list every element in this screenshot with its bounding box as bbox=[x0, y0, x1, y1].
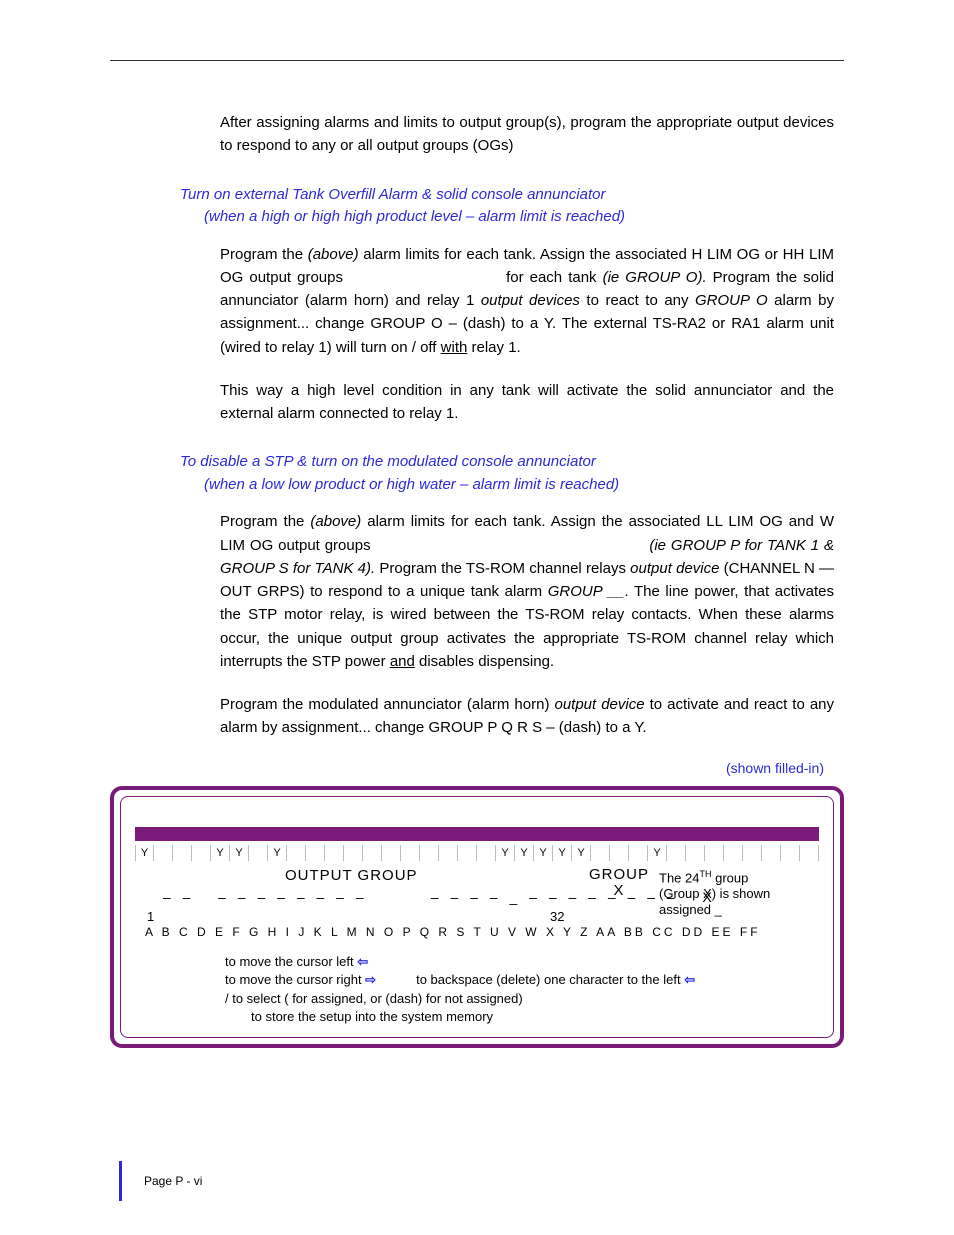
text-run: output devices bbox=[481, 292, 580, 309]
text-run: relay 1. bbox=[467, 339, 520, 356]
y-cell bbox=[743, 845, 762, 861]
y-cell bbox=[800, 845, 819, 861]
output-group-panel-inner: YYYYYYYYYY OUTPUT GROUP GROUP X The 24TH… bbox=[120, 796, 834, 1038]
text-run: Program the modulated annunciator (alarm… bbox=[220, 696, 554, 713]
text-run: for each tank bbox=[506, 269, 603, 286]
y-cell: Y bbox=[572, 845, 591, 861]
range-end: 32 bbox=[550, 909, 564, 924]
y-cell bbox=[610, 845, 629, 861]
text-run: Program the bbox=[220, 513, 310, 530]
section2-heading-line2: (when a low low product or high water – … bbox=[204, 474, 834, 497]
y-cell bbox=[724, 845, 743, 861]
y-cell: Y bbox=[230, 845, 249, 861]
panel-title-bar bbox=[135, 827, 819, 841]
y-cell bbox=[173, 845, 192, 861]
text-run: output device bbox=[554, 696, 644, 713]
section1-heading-line2: (when a high or high high product level … bbox=[204, 206, 834, 229]
y-cell bbox=[420, 845, 439, 861]
y-cell bbox=[344, 845, 363, 861]
text-run: group bbox=[711, 870, 748, 885]
y-cell bbox=[629, 845, 648, 861]
output-group-panel: YYYYYYYYYY OUTPUT GROUP GROUP X The 24TH… bbox=[110, 786, 844, 1048]
footer-accent-bar bbox=[110, 1161, 122, 1201]
text-run: assigned _ bbox=[659, 902, 722, 917]
y-cell: Y bbox=[268, 845, 287, 861]
section1-para2: This way a high level condition in any t… bbox=[220, 379, 834, 426]
arrow-left-icon: ⇦ bbox=[684, 972, 695, 987]
text-run: TH bbox=[699, 869, 711, 879]
text-run: output device bbox=[630, 560, 719, 577]
text-run: The 24 bbox=[659, 870, 699, 885]
help-line-4: to store the setup into the system memor… bbox=[225, 1008, 809, 1026]
text-run: (ie GROUP O). bbox=[603, 269, 707, 286]
y-cell bbox=[686, 845, 705, 861]
y-cell bbox=[325, 845, 344, 861]
text-run: (above) bbox=[310, 513, 361, 530]
help-line-3: / to select ( for assigned, or (dash) fo… bbox=[225, 990, 809, 1008]
intro-paragraph: After assigning alarms and limits to out… bbox=[220, 111, 834, 158]
text-run: with bbox=[441, 339, 468, 356]
text-run: to backspace (delete) one character to t… bbox=[416, 972, 684, 987]
y-cell bbox=[401, 845, 420, 861]
arrow-right-icon: ⇨ bbox=[365, 972, 376, 987]
section2-heading-line1: To disable a STP & turn on the modulated… bbox=[180, 453, 596, 470]
text-run: Program the TS-ROM channel relays bbox=[375, 560, 630, 577]
y-cell bbox=[705, 845, 724, 861]
panel-caption: (shown filled-in) bbox=[110, 760, 824, 776]
range-start: 1 bbox=[147, 909, 577, 924]
text-run: to move the cursor right bbox=[225, 972, 365, 987]
y-cell: Y bbox=[496, 845, 515, 861]
y-cell bbox=[458, 845, 477, 861]
help-line-2: to move the cursor right ⇨ to backspace … bbox=[225, 971, 809, 989]
section1-heading-line1: Turn on external Tank Overfill Alarm & s… bbox=[180, 186, 606, 203]
section2-para2: Program the modulated annunciator (alarm… bbox=[220, 693, 834, 740]
alpha-row: A B C D E F G H I J K L M N O P Q R S T … bbox=[145, 925, 761, 939]
text-run: and bbox=[390, 653, 415, 670]
text-run: to move the cursor left bbox=[225, 954, 357, 969]
y-cell: Y bbox=[211, 845, 230, 861]
text-run: GROUP bbox=[589, 866, 649, 883]
y-cell bbox=[477, 845, 496, 861]
y-cell bbox=[363, 845, 382, 861]
page-footer: Page P - vi bbox=[110, 1161, 202, 1201]
text-run: GROUP __ bbox=[548, 583, 625, 600]
y-cell: Y bbox=[553, 845, 572, 861]
output-group-label: OUTPUT GROUP bbox=[285, 867, 418, 884]
section1-heading: Turn on external Tank Overfill Alarm & s… bbox=[180, 184, 844, 229]
page-number: Page P - vi bbox=[144, 1174, 202, 1188]
y-cell bbox=[154, 845, 173, 861]
y-cell: Y bbox=[135, 845, 154, 861]
y-cell: Y bbox=[534, 845, 553, 861]
output-group-y-row: YYYYYYYYYY bbox=[135, 845, 819, 861]
y-cell bbox=[249, 845, 268, 861]
help-line-1: to move the cursor left ⇦ bbox=[225, 953, 809, 971]
y-cell bbox=[192, 845, 211, 861]
text-run: (above) bbox=[308, 246, 359, 263]
dash-assignment-row: – – – – – – – – – – – – – – _ – – – – – … bbox=[163, 889, 716, 905]
section2-para1: Program the (above) alarm limits for eac… bbox=[220, 510, 834, 673]
y-cell bbox=[287, 845, 306, 861]
text-run: to react to any bbox=[580, 292, 695, 309]
arrow-left-icon: ⇦ bbox=[357, 954, 368, 969]
y-cell bbox=[781, 845, 800, 861]
section1-para1: Program the (above) alarm limits for eac… bbox=[220, 243, 834, 359]
section2-heading: To disable a STP & turn on the modulated… bbox=[180, 451, 844, 496]
y-cell bbox=[439, 845, 458, 861]
help-block: to move the cursor left ⇦ to move the cu… bbox=[135, 953, 819, 1026]
y-cell bbox=[382, 845, 401, 861]
y-cell bbox=[591, 845, 610, 861]
text-run: GROUP O bbox=[695, 292, 768, 309]
y-cell: Y bbox=[515, 845, 534, 861]
y-cell bbox=[762, 845, 781, 861]
top-horizontal-rule bbox=[110, 60, 844, 61]
y-cell bbox=[667, 845, 686, 861]
y-cell: Y bbox=[648, 845, 667, 861]
y-cell bbox=[306, 845, 325, 861]
text-run: disables dispensing. bbox=[415, 653, 554, 670]
text-run: Program the bbox=[220, 246, 308, 263]
